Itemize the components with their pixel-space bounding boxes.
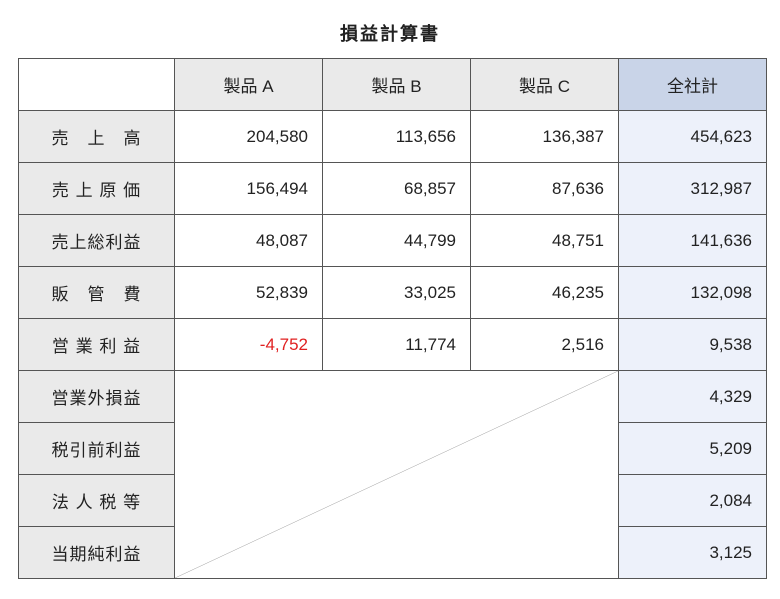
table-row: 販 管 費 52,839 33,025 46,235 132,098 [19, 267, 767, 319]
row-label: 売 上 高 [19, 111, 175, 163]
cell-total: 5,209 [619, 423, 767, 475]
blank-corner-cell [19, 59, 175, 111]
income-statement: 損益計算書 製品 A 製品 B 製品 C 全社計 売 上 高 204,580 1… [0, 0, 780, 599]
table-row: 売上総利益 48,087 44,799 48,751 141,636 [19, 215, 767, 267]
cell-value: 156,494 [175, 163, 323, 215]
row-label: 税引前利益 [19, 423, 175, 475]
header-row: 製品 A 製品 B 製品 C 全社計 [19, 59, 767, 111]
cell-total: 141,636 [619, 215, 767, 267]
pl-table: 製品 A 製品 B 製品 C 全社計 売 上 高 204,580 113,656… [18, 58, 767, 579]
col-header-product-a: 製品 A [175, 59, 323, 111]
cell-value: 113,656 [323, 111, 471, 163]
cell-total: 132,098 [619, 267, 767, 319]
cell-total: 312,987 [619, 163, 767, 215]
cell-value: 136,387 [471, 111, 619, 163]
cell-total: 3,125 [619, 527, 767, 579]
cell-value: 2,516 [471, 319, 619, 371]
cell-value: 44,799 [323, 215, 471, 267]
cell-value: 204,580 [175, 111, 323, 163]
table-row: 売 上 原 価 156,494 68,857 87,636 312,987 [19, 163, 767, 215]
cell-value: 48,751 [471, 215, 619, 267]
cell-value: 87,636 [471, 163, 619, 215]
table-title: 損益計算書 [18, 20, 762, 46]
cell-total: 4,329 [619, 371, 767, 423]
table-row: 営業外損益 4,329 [19, 371, 767, 423]
col-header-product-c: 製品 C [471, 59, 619, 111]
cell-value: 46,235 [471, 267, 619, 319]
cell-value: 48,087 [175, 215, 323, 267]
cell-value: 33,025 [323, 267, 471, 319]
table-row: 売 上 高 204,580 113,656 136,387 454,623 [19, 111, 767, 163]
merged-blank-region [175, 371, 619, 579]
cell-total: 9,538 [619, 319, 767, 371]
row-label: 法 人 税 等 [19, 475, 175, 527]
diagonal-line-icon [175, 371, 618, 578]
cell-total: 2,084 [619, 475, 767, 527]
col-header-total: 全社計 [619, 59, 767, 111]
row-label: 売 上 原 価 [19, 163, 175, 215]
row-label: 売上総利益 [19, 215, 175, 267]
col-header-product-b: 製品 B [323, 59, 471, 111]
cell-value-negative: -4,752 [175, 319, 323, 371]
cell-value: 52,839 [175, 267, 323, 319]
cell-total: 454,623 [619, 111, 767, 163]
cell-value: 11,774 [323, 319, 471, 371]
table-row: 営 業 利 益 -4,752 11,774 2,516 9,538 [19, 319, 767, 371]
row-label: 営 業 利 益 [19, 319, 175, 371]
row-label: 販 管 費 [19, 267, 175, 319]
cell-value: 68,857 [323, 163, 471, 215]
row-label: 当期純利益 [19, 527, 175, 579]
row-label: 営業外損益 [19, 371, 175, 423]
